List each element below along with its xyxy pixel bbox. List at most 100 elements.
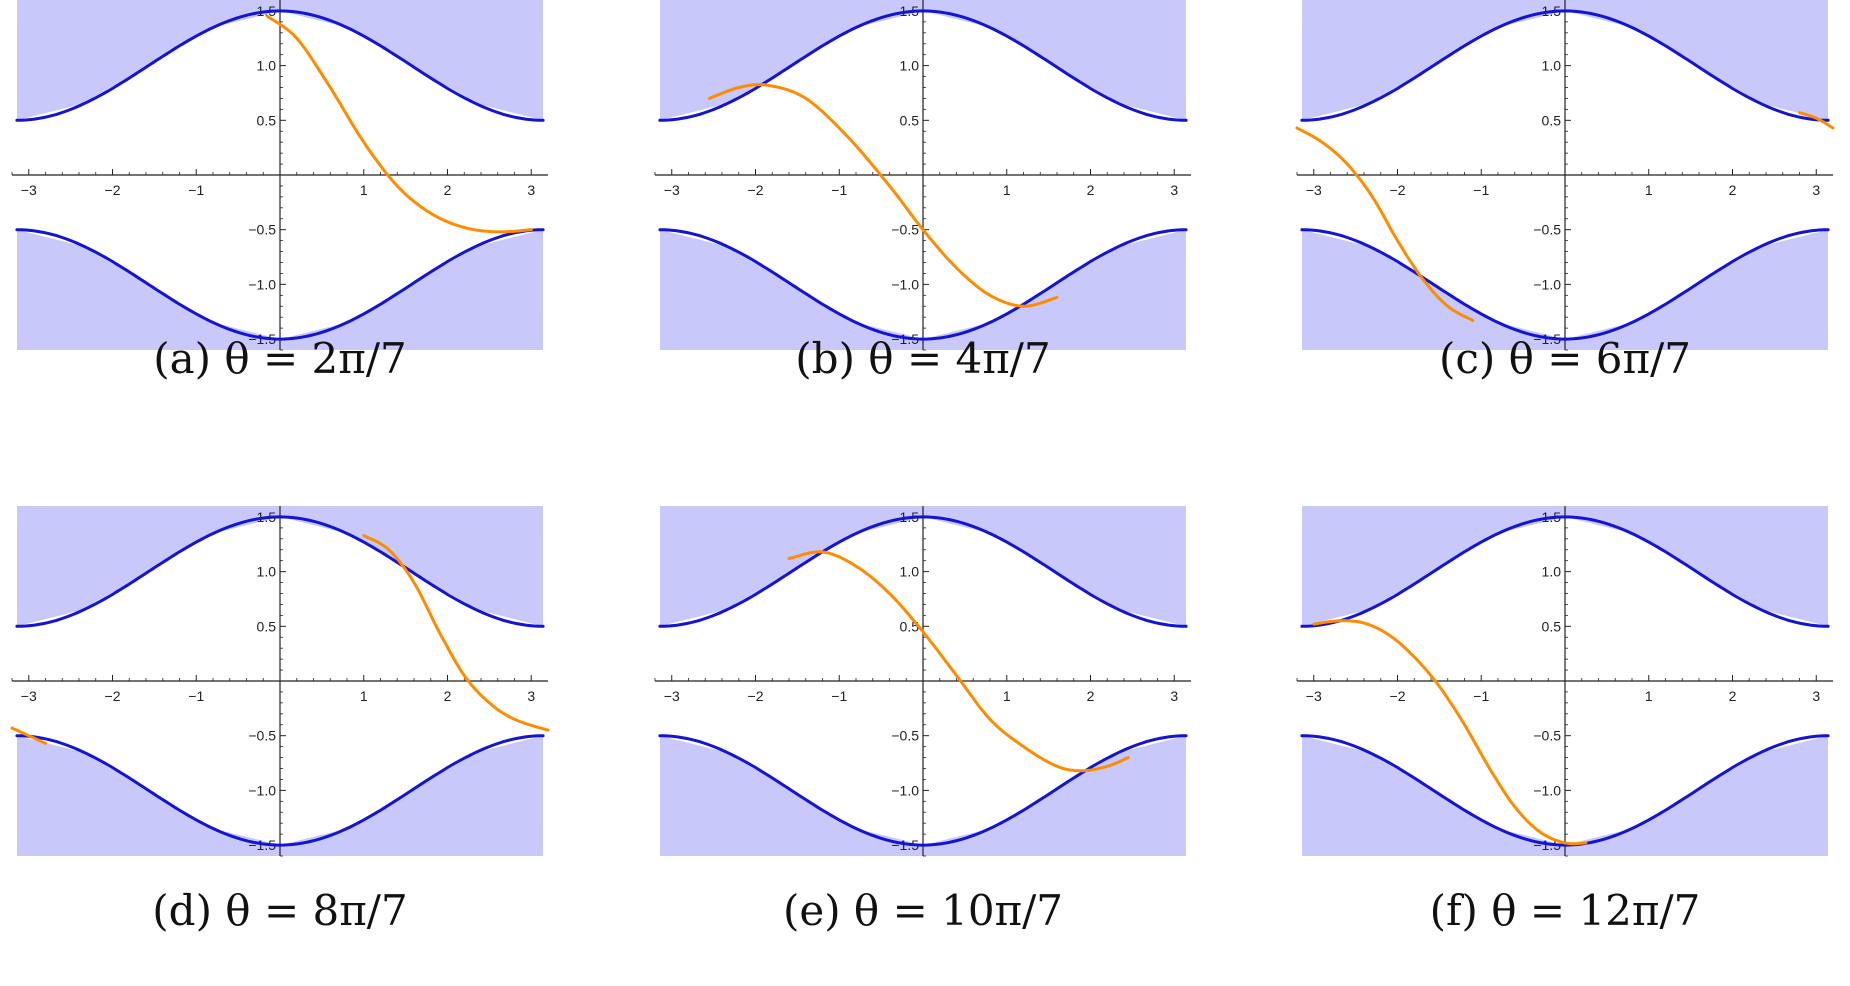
x-tick-label-a: −1 xyxy=(188,182,204,198)
x-tick-label-a: −2 xyxy=(105,182,121,198)
y-tick-label-f: 1.0 xyxy=(1542,564,1562,580)
x-tick-label-e: −1 xyxy=(831,688,847,704)
caption-a: (a) θ = 2π/7 xyxy=(153,334,407,383)
lower-region-a xyxy=(17,229,543,350)
x-tick-label-d: −1 xyxy=(188,688,204,704)
upper-region-d xyxy=(17,506,543,627)
x-tick-label-c: −1 xyxy=(1473,182,1489,198)
axes-b: −3 −2 −1 1 2 31.51.00.5−0.5−1.0−1.5 xyxy=(654,0,1191,351)
x-tick-label-f: 3 xyxy=(1812,688,1820,704)
trajectory-right-line-c xyxy=(1798,111,1835,130)
upper-boundary-line-e xyxy=(658,515,1188,628)
panel-f: −3 −2 −1 1 2 3 1.5 1.0 0.5 −0.5 −1.0 −1.5 (f) θ = 1… xyxy=(1285,506,1845,986)
upper-region-b xyxy=(660,0,1186,121)
x-tick-label-f: 1 xyxy=(1645,688,1653,704)
y-tick-label-c: −1.0 xyxy=(1533,276,1561,292)
x-tick-label-c: −2 xyxy=(1390,182,1406,198)
y-tick-label-a: −0.5 xyxy=(248,222,276,238)
axes-d: −3 −2 −1 1 2 31.51.00.5−0.5−1.0−1.5 xyxy=(11,506,548,857)
y-tick-label-e: 0.5 xyxy=(900,618,920,634)
chart-f: −3 −2 −1 1 2 31.51.00.5−0.5−1.0−1.5 xyxy=(1296,506,1833,857)
lower-boundary-line-d xyxy=(15,734,545,847)
trajectory-right-line-d xyxy=(362,534,550,732)
x-tick-label-e: 2 xyxy=(1087,688,1095,704)
panel-a: −3 −2 −1 1 2 3 1.5 1.0 0.5 −0.5 −1.0 −1.5 (a) θ = 2… xyxy=(0,0,560,480)
lower-boundary-line-b xyxy=(658,228,1188,341)
figure-grid: −3 −2 −1 1 2 3 1.5 1.0 0.5 −0.5 −1.0 −1.5 (a) θ = 2… xyxy=(0,0,1845,935)
x-tick-label-c: 1 xyxy=(1645,182,1653,198)
chart-b: −3 −2 −1 1 2 31.51.00.5−0.5−1.0−1.5 xyxy=(654,0,1191,351)
caption-d: (d) θ = 8π/7 xyxy=(152,886,408,935)
x-tick-label-d: −3 xyxy=(21,688,37,704)
y-tick-label-e: −1.0 xyxy=(891,782,919,798)
trajectory-line-e xyxy=(787,550,1130,773)
x-tick-label-f: −2 xyxy=(1390,688,1406,704)
lower-region-c xyxy=(1302,229,1828,350)
x-tick-label-e: −2 xyxy=(748,688,764,704)
y-tick-label-b: 1.0 xyxy=(900,58,920,74)
y-tick-label-f: 0.5 xyxy=(1542,618,1562,634)
y-tick-label-f: −1.0 xyxy=(1533,782,1561,798)
y-tick-label-a: 0.5 xyxy=(257,112,277,128)
x-tick-label-a: 1 xyxy=(360,182,368,198)
y-tick-label-a: −1.0 xyxy=(248,276,276,292)
panel-c: −3 −2 −1 1 2 3 1.5 1.0 0.5 −0.5 −1.0 −1.5 (c) θ = 6… xyxy=(1285,0,1845,480)
caption-c: (c) θ = 6π/7 xyxy=(1438,334,1692,383)
y-tick-label-a: 1.0 xyxy=(257,58,277,74)
chart-d: −3 −2 −1 1 2 31.51.00.5−0.5−1.0−1.5 xyxy=(10,506,550,857)
x-tick-label-d: 3 xyxy=(527,688,535,704)
y-tick-label-e: 1.0 xyxy=(900,564,920,580)
y-tick-label-d: 0.5 xyxy=(257,618,277,634)
axes-c: −3 −2 −1 1 2 31.51.00.5−0.5−1.0−1.5 xyxy=(1296,0,1833,351)
trajectory-line-f xyxy=(1312,619,1588,846)
x-tick-label-c: 3 xyxy=(1812,182,1820,198)
x-tick-label-a: 3 xyxy=(527,182,535,198)
caption-b: (b) θ = 4π/7 xyxy=(795,334,1051,383)
x-tick-label-c: 2 xyxy=(1729,182,1737,198)
x-tick-label-e: 1 xyxy=(1003,688,1011,704)
upper-region-a xyxy=(17,0,543,121)
x-tick-label-d: 2 xyxy=(444,688,452,704)
x-tick-label-b: 1 xyxy=(1003,182,1011,198)
x-tick-label-b: 3 xyxy=(1170,182,1178,198)
caption-f: (f) θ = 12π/7 xyxy=(1429,886,1701,935)
upper-boundary-line-c xyxy=(1300,9,1830,122)
caption-e: (e) θ = 10π/7 xyxy=(782,886,1064,935)
x-tick-label-b: −3 xyxy=(664,182,680,198)
chart-e: −3 −2 −1 1 2 31.51.00.5−0.5−1.0−1.5 xyxy=(654,506,1191,857)
upper-boundary-line-a xyxy=(15,9,545,122)
lower-boundary-line-f xyxy=(1300,734,1830,847)
lower-boundary-line-a xyxy=(15,228,545,341)
y-tick-label-c: 1.0 xyxy=(1542,58,1562,74)
x-tick-label-b: 2 xyxy=(1087,182,1095,198)
axes-a: −3 −2 −1 1 2 31.51.00.5−0.5−1.0−1.5 xyxy=(11,0,548,351)
x-tick-label-e: −3 xyxy=(664,688,680,704)
upper-boundary-line-f xyxy=(1300,515,1830,628)
lower-region-f xyxy=(1302,735,1828,856)
x-tick-label-a: 2 xyxy=(444,182,452,198)
x-tick-label-e: 3 xyxy=(1170,688,1178,704)
x-tick-label-d: −2 xyxy=(105,688,121,704)
y-tick-label-b: −0.5 xyxy=(891,222,919,238)
x-tick-label-b: −1 xyxy=(831,182,847,198)
x-tick-label-c: −3 xyxy=(1306,182,1322,198)
lower-region-b xyxy=(660,229,1186,350)
y-tick-label-c: 0.5 xyxy=(1542,112,1562,128)
y-tick-label-c: −0.5 xyxy=(1533,222,1561,238)
chart-a: −3 −2 −1 1 2 31.51.00.5−0.5−1.0−1.5 xyxy=(11,0,548,351)
lower-boundary-line-e xyxy=(658,734,1188,847)
lower-region-e xyxy=(660,735,1186,856)
x-tick-label-d: 1 xyxy=(360,688,368,704)
y-tick-label-d: −1.0 xyxy=(248,782,276,798)
trajectory-line-b xyxy=(707,83,1059,308)
y-tick-label-b: −1.0 xyxy=(891,276,919,292)
y-tick-label-f: −0.5 xyxy=(1533,728,1561,744)
panel-d: −3 −2 −1 1 2 3 1.5 1.0 0.5 −0.5 −1.0 −1.5 (d) θ = 8… xyxy=(0,506,560,986)
lower-region-d xyxy=(17,735,543,856)
upper-boundary-line-d xyxy=(15,515,545,628)
panel-b: −3 −2 −1 1 2 3 1.5 1.0 0.5 −0.5 −1.0 −1.5 (b) θ = 4… xyxy=(643,0,1203,480)
x-tick-label-b: −2 xyxy=(748,182,764,198)
x-tick-label-f: −1 xyxy=(1473,688,1489,704)
y-tick-label-d: 1.0 xyxy=(257,564,277,580)
upper-region-e xyxy=(660,506,1186,627)
